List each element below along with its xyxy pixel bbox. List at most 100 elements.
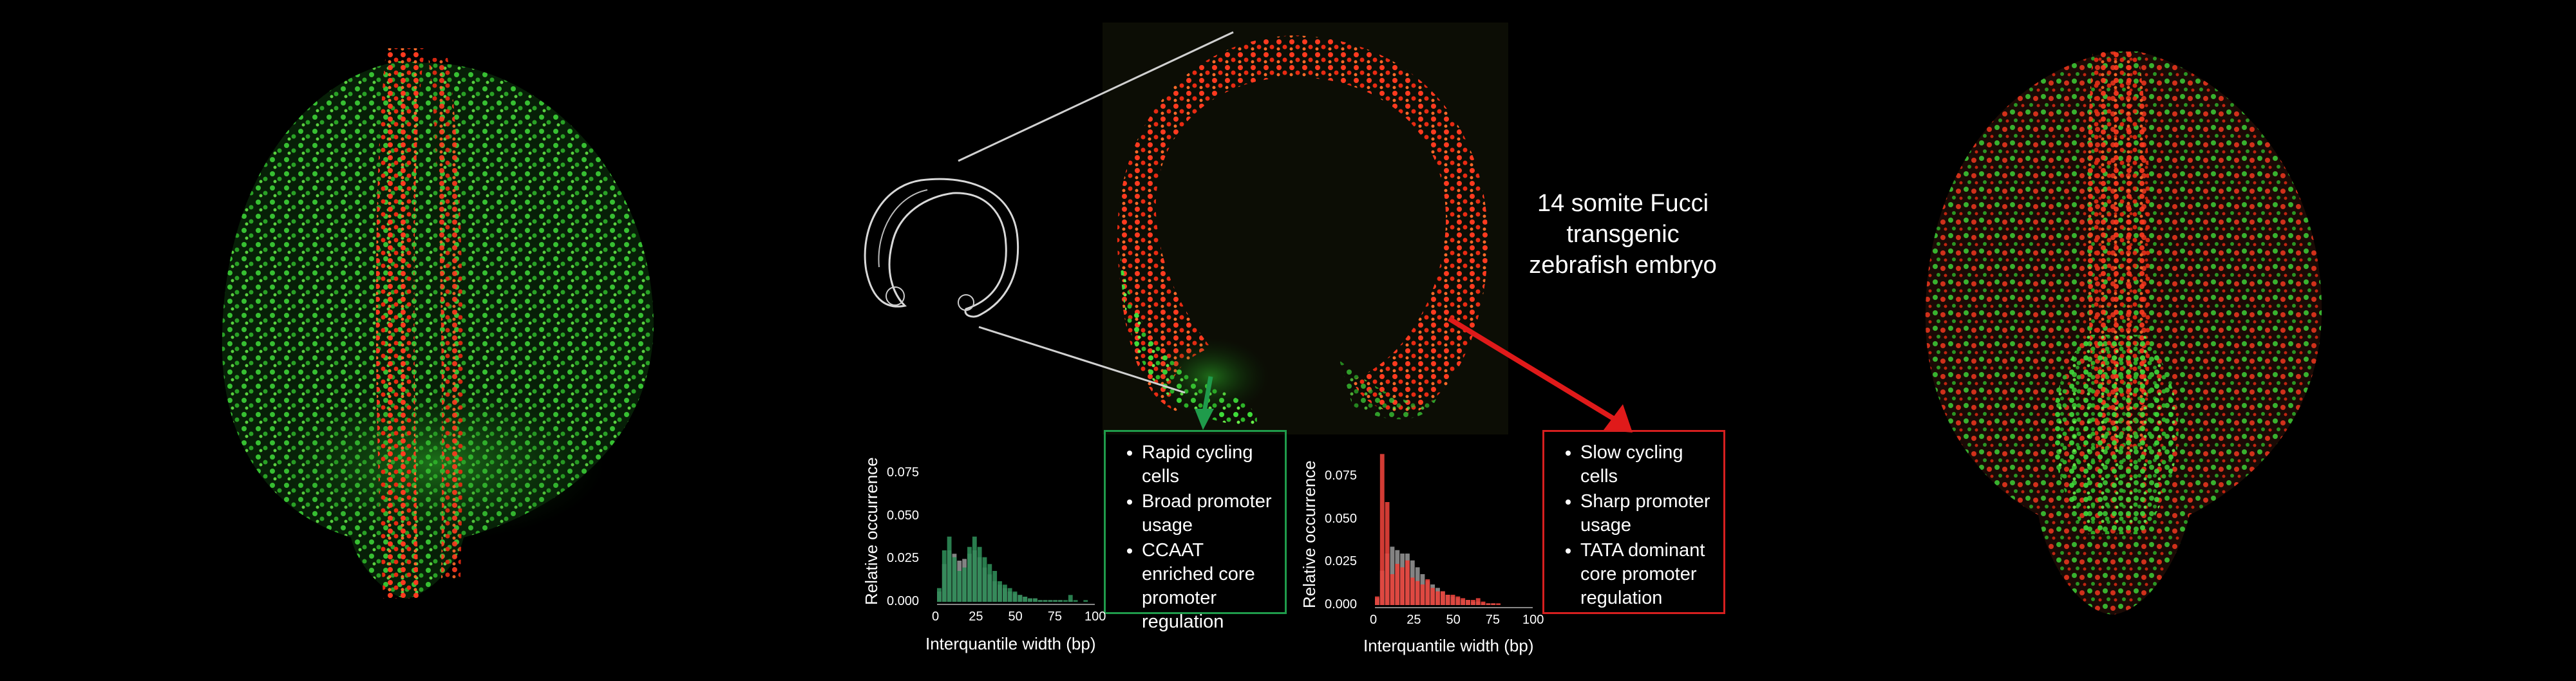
bar-primary-left: [972, 536, 977, 602]
outline-embryo-thumbnail: [864, 178, 1019, 318]
caption-line: 14 somite Fucci: [1537, 190, 1709, 217]
bar-primary-left: [952, 557, 957, 602]
x-axis-label-right: Interquantile width (bp): [1363, 636, 1534, 655]
bar-primary-right: [1395, 564, 1400, 605]
bar-primary-left: [1068, 595, 1073, 602]
bar-primary-left: [1028, 598, 1032, 602]
bar-primary-right: [1491, 603, 1496, 605]
bar-primary-left: [1043, 600, 1048, 602]
y-tick-label-left: 0.000: [887, 594, 920, 608]
zoom-line-bottom: [978, 326, 1186, 394]
bar-primary-left: [942, 550, 947, 602]
bar-primary-right: [1410, 577, 1415, 605]
x-tick-label-right: 75: [1485, 613, 1500, 627]
bar-primary-left: [1032, 598, 1037, 602]
box-item: Broad promoter usage: [1142, 490, 1273, 537]
bar-primary-right: [1430, 588, 1435, 605]
bar-primary-right: [1475, 598, 1481, 605]
bar-primary-right: [1375, 596, 1379, 605]
bar-primary-right: [1440, 591, 1445, 605]
bar-primary-left: [967, 546, 972, 602]
histogram-right: [1375, 454, 1533, 608]
y-axis-label-right: Relative occurrence: [1300, 460, 1319, 608]
box-item: Rapid cycling cells: [1142, 441, 1273, 489]
y-tick-label-right: 0.050: [1325, 511, 1358, 526]
bar-primary-left: [962, 567, 967, 602]
bar-primary-left: [1023, 597, 1028, 602]
bar-primary-right: [1400, 567, 1405, 605]
center-embryo-image: [1103, 23, 1508, 434]
caption-line: zebrafish embryo: [1529, 252, 1717, 279]
x-tick-label-right: 0: [1370, 613, 1378, 627]
bar-primary-right: [1415, 581, 1420, 605]
bar-primary-right: [1470, 600, 1475, 605]
bar-primary-right: [1379, 454, 1385, 605]
bar-primary-left: [1063, 600, 1068, 602]
bar-primary-right: [1486, 603, 1491, 605]
bar-primary-right: [1455, 596, 1461, 605]
bar-primary-right: [1405, 560, 1410, 605]
bar-primary-left: [992, 571, 998, 602]
bar-primary-right: [1496, 603, 1501, 605]
bar-primary-right: [1435, 591, 1440, 605]
y-tick-label-right: 0.000: [1325, 597, 1358, 611]
zoom-line-top: [958, 31, 1234, 162]
bar-primary-left: [1058, 600, 1063, 602]
x-tick-label-left: 25: [969, 610, 983, 624]
bar-primary-left: [977, 546, 982, 602]
bar-primary-left: [987, 564, 992, 602]
bar-primary-left: [982, 557, 987, 602]
y-tick-label-right: 0.075: [1325, 469, 1358, 483]
bar-primary-left: [1053, 600, 1058, 602]
bar-primary-right: [1481, 601, 1486, 605]
x-tick-label-left: 50: [1008, 610, 1023, 624]
bar-primary-right: [1466, 600, 1470, 605]
y-axis-label-left: Relative occurrence: [862, 457, 881, 605]
x-tick-label-right: 100: [1522, 613, 1544, 627]
bar-primary-right: [1385, 502, 1390, 605]
bar-primary-right: [1390, 574, 1395, 605]
x-axis-label-left: Interquantile width (bp): [925, 634, 1096, 653]
histogram-left: [937, 536, 1095, 605]
box-item: TATA dominant core promoter regulation: [1580, 539, 1712, 610]
x-tick-label-left: 100: [1084, 610, 1106, 624]
figure-caption: 14 somite Fucci transgenic zebrafish emb…: [1501, 188, 1745, 281]
bar-primary-left: [1073, 600, 1078, 602]
red-arrow: [1447, 316, 1615, 421]
green-arrow-head: [1195, 409, 1214, 430]
bar-primary-left: [1048, 600, 1053, 602]
bar-primary-left: [937, 588, 942, 602]
slow-cycling-box: Slow cycling cells Sharp promoter usage …: [1542, 430, 1725, 614]
bar-primary-left: [1012, 592, 1018, 602]
left-embryo-image: [222, 48, 654, 599]
x-tick-label-right: 50: [1446, 613, 1461, 627]
y-tick-label-left: 0.050: [887, 508, 920, 523]
bar-primary-left: [1083, 600, 1088, 602]
right-embryo-image: [1925, 51, 2322, 615]
bar-primary-right: [1461, 598, 1466, 605]
x-tick-label-left: 0: [932, 610, 940, 624]
y-tick-label-left: 0.075: [887, 465, 920, 480]
red-arrow-head: [1604, 404, 1633, 433]
bar-primary-left: [1007, 588, 1012, 602]
bar-primary-right: [1425, 579, 1430, 605]
y-tick-label-right: 0.025: [1325, 554, 1358, 569]
bar-primary-left: [957, 571, 962, 602]
bar-primary-left: [947, 536, 952, 602]
bar-primary-left: [1018, 595, 1023, 602]
box-item: Sharp promoter usage: [1580, 490, 1712, 537]
x-tick-label-right: 25: [1406, 613, 1421, 627]
y-tick-label-left: 0.025: [887, 551, 920, 566]
caption-line: transgenic: [1566, 221, 1680, 248]
bar-primary-left: [1002, 584, 1007, 602]
bar-primary-left: [998, 581, 1002, 602]
x-tick-label-left: 75: [1047, 610, 1062, 624]
bar-primary-left: [1037, 600, 1043, 602]
green-arrow: [1202, 376, 1213, 413]
box-item: CCAAT enriched core promoter regulation: [1142, 539, 1273, 634]
rapid-cycling-box: Rapid cycling cells Broad promoter usage…: [1104, 430, 1287, 632]
bar-primary-right: [1450, 595, 1455, 605]
bar-primary-right: [1420, 584, 1425, 605]
bar-primary-right: [1445, 595, 1450, 605]
